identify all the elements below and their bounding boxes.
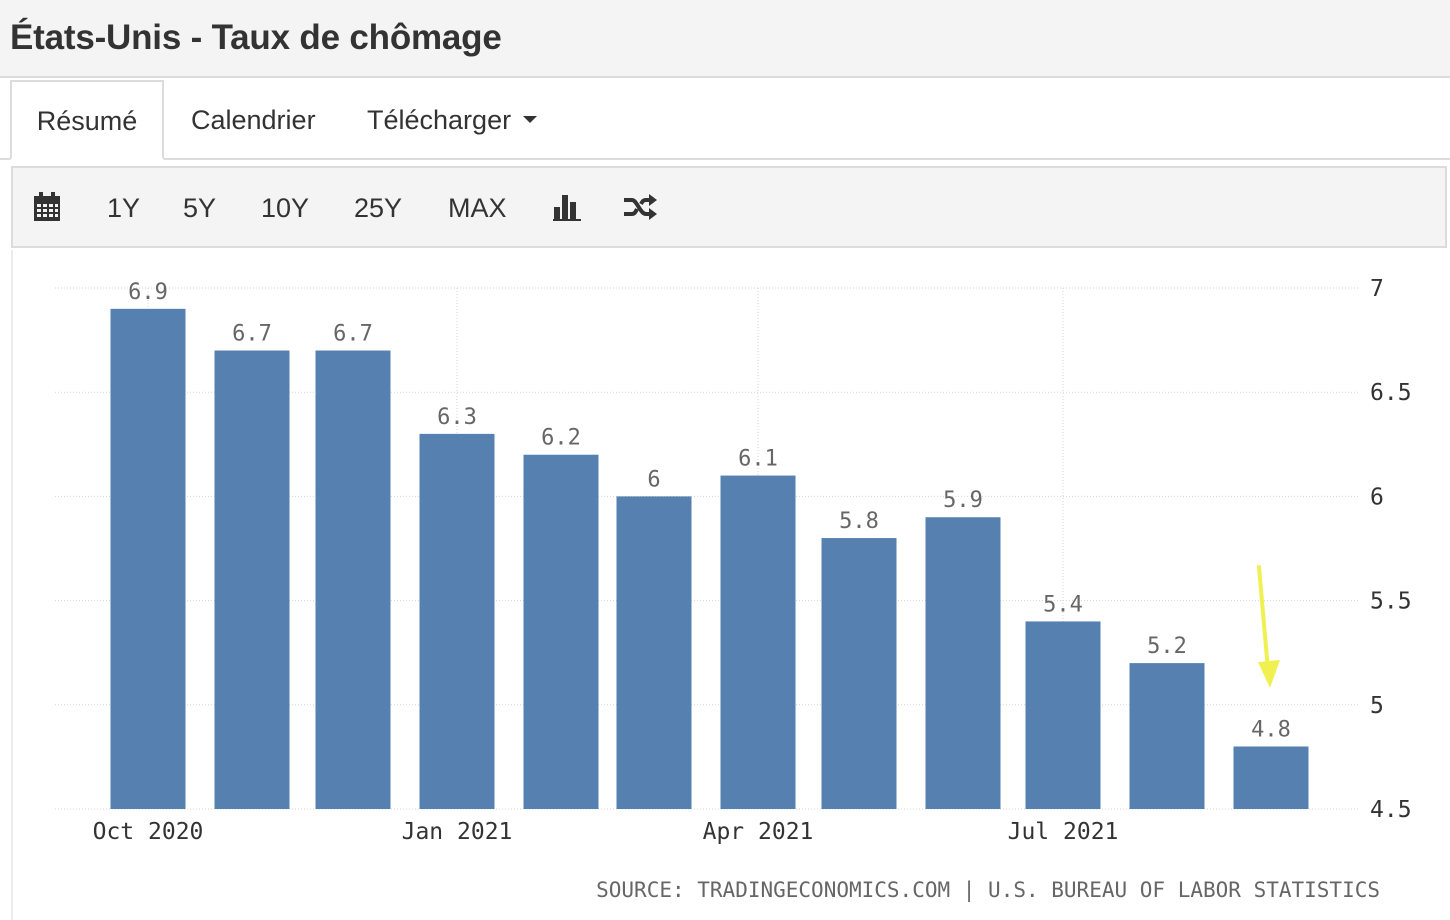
bar bbox=[214, 350, 290, 809]
title-bar: États-Unis - Taux de chômage bbox=[0, 0, 1450, 78]
bar bbox=[1025, 621, 1101, 809]
bar bbox=[315, 350, 391, 809]
data-label: 6.1 bbox=[738, 447, 778, 472]
range-25y-button[interactable]: 25Y bbox=[354, 193, 403, 223]
data-label: 4.8 bbox=[1251, 717, 1291, 742]
chart-area bbox=[11, 250, 1448, 920]
range-5y-button[interactable]: 5Y bbox=[183, 193, 217, 223]
y-tick-label: 4.5 bbox=[1370, 797, 1412, 823]
bar bbox=[1233, 746, 1309, 809]
bar bbox=[110, 308, 186, 809]
range-1y-button[interactable]: 1Y bbox=[107, 193, 141, 223]
annotation-arrow-shaft bbox=[1257, 565, 1270, 672]
unemployment-bar-chart: 4.5 5 5.5 6 6.5 7 6.9 6.7 6.7 6.3 6.2 6 6.1 5.8 5.9 5.4… bbox=[55, 276, 1412, 845]
x-tick-label: Oct 2020 bbox=[93, 819, 204, 845]
data-label: 6.3 bbox=[437, 405, 477, 430]
shuffle-icon[interactable] bbox=[623, 194, 657, 222]
bar bbox=[925, 517, 1001, 809]
bar bbox=[821, 538, 897, 809]
tab-download-label: Télécharger bbox=[367, 105, 512, 135]
chart-toolbar: 1Y 5Y 10Y 25Y MAX bbox=[11, 166, 1447, 248]
data-label: 5.4 bbox=[1043, 592, 1083, 617]
tab-calendar[interactable]: Calendrier bbox=[191, 105, 316, 135]
bar bbox=[616, 496, 692, 809]
y-tick-label: 6.5 bbox=[1370, 380, 1412, 406]
tab-bar: Résumé Calendrier Télécharger bbox=[0, 80, 1450, 160]
bar bbox=[523, 454, 599, 809]
caret-down-icon bbox=[523, 116, 538, 124]
source-note: SOURCE: TRADINGECONOMICS.COM | U.S. BURE… bbox=[596, 878, 1380, 902]
y-tick-label: 6 bbox=[1370, 484, 1384, 510]
range-max-button[interactable]: MAX bbox=[448, 193, 507, 223]
range-10y-button[interactable]: 10Y bbox=[261, 193, 310, 223]
bar-chart-icon[interactable] bbox=[553, 193, 581, 223]
calendar-icon[interactable] bbox=[33, 192, 61, 224]
y-tick-label: 5 bbox=[1370, 693, 1384, 719]
data-label: 6.7 bbox=[333, 322, 373, 347]
y-tick-label: 5.5 bbox=[1370, 589, 1412, 615]
bar bbox=[1129, 663, 1205, 809]
data-label: 5.2 bbox=[1147, 634, 1187, 659]
data-label: 6.7 bbox=[232, 322, 272, 347]
data-label: 5.8 bbox=[839, 509, 879, 534]
tab-summary[interactable]: Résumé bbox=[10, 80, 164, 160]
bar bbox=[419, 433, 495, 809]
page-title: États-Unis - Taux de chômage bbox=[10, 18, 502, 57]
data-label: 6 bbox=[647, 467, 660, 492]
y-tick-label: 7 bbox=[1370, 276, 1384, 302]
data-label: 5.9 bbox=[943, 488, 983, 513]
tab-download[interactable]: Télécharger bbox=[367, 80, 538, 160]
x-tick-label: Jan 2021 bbox=[402, 819, 513, 845]
x-tick-label: Apr 2021 bbox=[703, 819, 814, 845]
annotation-arrow-head bbox=[1258, 660, 1280, 688]
data-label: 6.2 bbox=[541, 426, 581, 451]
x-tick-label: Jul 2021 bbox=[1008, 819, 1119, 845]
bar bbox=[720, 475, 796, 809]
data-label: 6.9 bbox=[128, 280, 168, 305]
